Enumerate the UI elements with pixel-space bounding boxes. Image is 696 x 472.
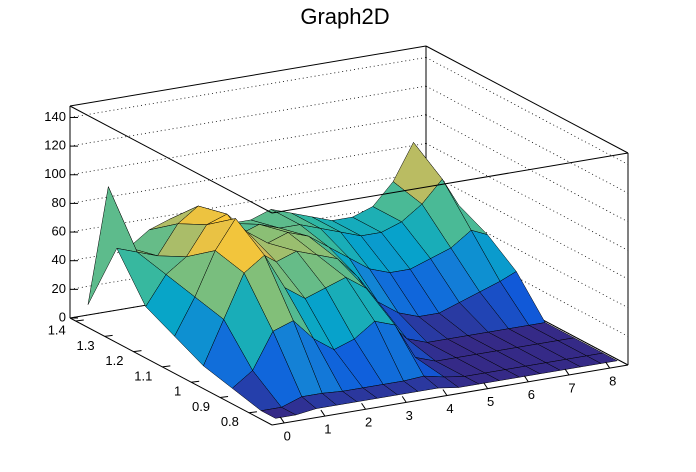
x-tick-label: 8 [609,374,616,389]
y-tick [162,365,171,368]
grid-line [425,85,629,194]
box-edge [271,152,629,214]
chart-title: Graph2D [300,4,389,29]
grid-line [69,171,427,233]
grid-line [69,114,427,176]
y-tick-label: 1.4 [48,322,66,337]
y-tick-label: 0.9 [192,399,210,414]
x-tick [279,416,285,424]
grid-line [69,57,427,118]
x-tick-label: 3 [406,408,413,423]
x-tick-label: 1 [324,422,331,437]
surface-cell [260,407,297,419]
z-tick-label: 120 [44,138,66,153]
box-edge [69,105,273,214]
z-tick-label: 40 [52,252,66,267]
z-tick-label: 140 [44,109,66,124]
y-tick-label: 1.1 [134,368,152,383]
x-tick-label: 6 [528,387,535,402]
x-tick-label: 7 [568,380,575,395]
z-tick-label: 60 [52,223,66,238]
z-tick-label: 0 [59,309,66,324]
y-tick [219,395,229,398]
x-tick [564,368,570,376]
surface-cell [87,185,138,305]
y-tick-label: 1.3 [77,338,95,353]
x-tick [401,396,407,403]
x-tick [442,389,448,396]
y-tick-label: 1.2 [105,353,123,368]
y-tick [248,411,257,414]
x-tick [523,375,529,383]
z-tick-label: 100 [44,166,66,181]
x-tick [605,361,611,369]
x-tick [483,382,489,389]
z-tick-label: 20 [52,281,66,296]
x-tick-label: 0 [284,428,291,443]
y-axis [69,317,273,426]
z-tick-label: 80 [52,195,66,210]
box-edge [425,45,629,154]
y-tick [75,319,84,322]
grid-line [425,57,629,165]
y-tick-label: 0.8 [221,414,239,429]
grid-line [69,143,427,204]
y-tick [191,380,200,383]
box-edge [69,45,427,107]
y-tick [104,334,113,337]
x-tick [320,409,326,417]
x-tick-label: 5 [487,394,494,409]
y-tick-label: 1 [174,384,181,399]
x-tick [361,402,366,410]
grid-line [69,85,427,147]
y-tick [133,350,142,353]
x-tick-label: 4 [446,401,453,416]
x-tick-label: 2 [365,415,372,430]
